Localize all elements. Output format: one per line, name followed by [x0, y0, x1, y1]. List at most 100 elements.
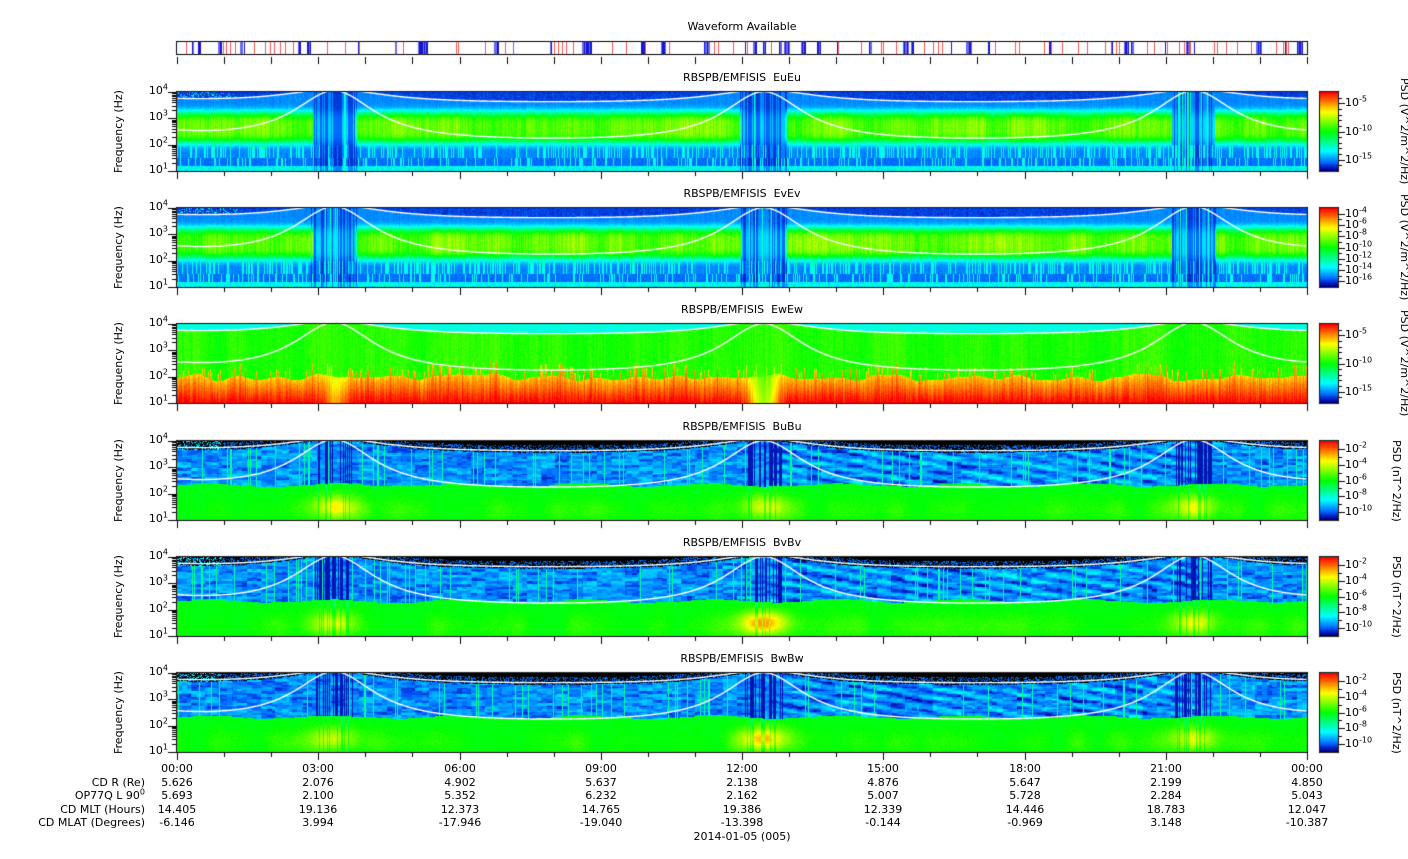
colorbar-tick-label-EvEv-6: 10-16: [1345, 272, 1373, 287]
colorbar-tick-label-BwBw-3: 10-8: [1345, 719, 1367, 734]
colorbar-tick-label-BvBv-4: 10-10: [1345, 619, 1373, 634]
colorbar-tick-label-EuEu-0: 10-5: [1345, 94, 1367, 109]
colorbar-tick-label-BuBu-2: 10-6: [1345, 472, 1367, 487]
ephemeris-value-2-4: 19.386: [722, 803, 762, 816]
freq-tick-label-EvEv-10e1: 101: [148, 277, 168, 292]
colorbar-axis-label-EuEu: PSD (V^2/m^2/Hz): [1398, 78, 1408, 185]
panel-title-BuBu: RBSPB/EMFISIS BuBu: [682, 420, 802, 433]
colorbar-tick-label-EuEu-1: 10-10: [1345, 123, 1373, 138]
colorbar-tick-label-EwEw-1: 10-10: [1345, 355, 1373, 370]
ephemeris-value-3-8: -10.387: [1285, 816, 1329, 829]
freq-tick-label-BvBv-10e4: 104: [148, 547, 168, 562]
time-tick-label-6: 18:00: [1009, 762, 1041, 775]
freq-tick-label-EuEu-10e4: 104: [148, 82, 168, 97]
colorbar-tick-label-BvBv-3: 10-8: [1345, 603, 1367, 618]
colorbar-axis-label-BuBu: PSD (nT^2/Hz): [1390, 439, 1403, 522]
frequency-axis-label-BvBv: Frequency (Hz): [112, 555, 125, 639]
colorbar-tick-label-BwBw-0: 10-2: [1345, 672, 1367, 687]
colorbar-tick-label-EwEw-2: 10-15: [1345, 383, 1373, 398]
ephemeris-value-1-4: 2.162: [726, 789, 758, 802]
freq-tick-label-BwBw-10e4: 104: [148, 663, 168, 678]
frequency-axis-label-EuEu: Frequency (Hz): [112, 90, 125, 174]
spectrogram-BvBv: [177, 557, 1307, 636]
colorbar-tick-label-BwBw-4: 10-10: [1345, 735, 1373, 750]
waveform-availability-strip: [177, 42, 1307, 54]
frequency-axis-label-EwEw: Frequency (Hz): [112, 322, 125, 406]
freq-tick-label-BuBu-10e4: 104: [148, 431, 168, 446]
panel-title-EwEw: RBSPB/EMFISIS EwEw: [681, 303, 803, 316]
freq-tick-label-BwBw-10e3: 103: [148, 689, 168, 704]
freq-tick-label-EwEw-10e2: 102: [148, 367, 168, 382]
freq-tick-label-EwEw-10e3: 103: [148, 340, 168, 355]
ephemeris-value-0-2: 4.902: [444, 776, 476, 789]
frequency-axis-label-BuBu: Frequency (Hz): [112, 439, 125, 523]
ephemeris-value-2-7: 18.783: [1146, 803, 1186, 816]
time-tick-label-3: 09:00: [585, 762, 617, 775]
colorbar-axis-label-EwEw: PSD (V^2/m^2/Hz): [1398, 310, 1408, 417]
ephemeris-value-0-7: 2.199: [1150, 776, 1182, 789]
ephemeris-value-0-0: 5.626: [161, 776, 193, 789]
colorbar-axis-label-BwBw: PSD (nT^2/Hz): [1390, 671, 1403, 754]
freq-tick-label-BvBv-10e2: 102: [148, 600, 168, 615]
freq-tick-label-BvBv-10e1: 101: [148, 626, 168, 641]
ephemeris-value-1-5: 5.007: [867, 789, 899, 802]
ephemeris-value-0-6: 5.647: [1009, 776, 1041, 789]
colorbar-tick-label-BvBv-1: 10-4: [1345, 572, 1367, 587]
freq-tick-label-EvEv-10e2: 102: [148, 251, 168, 266]
colorbar-BwBw: [1320, 673, 1338, 752]
frequency-axis-label-BwBw: Frequency (Hz): [112, 671, 125, 755]
frequency-axis-label-EvEv: Frequency (Hz): [112, 206, 125, 290]
freq-tick-label-BuBu-10e2: 102: [148, 484, 168, 499]
ephemeris-row-label-3: CD MLAT (Degrees): [38, 816, 145, 829]
panel-title-BvBv: RBSPB/EMFISIS BvBv: [682, 536, 802, 549]
colorbar-tick-label-BuBu-1: 10-4: [1345, 456, 1367, 471]
ephemeris-row-label-2: CD MLT (Hours): [60, 803, 145, 816]
ephemeris-value-0-5: 4.876: [867, 776, 899, 789]
date-label: 2014-01-05 (005): [693, 830, 791, 843]
ephemeris-value-2-2: 12.373: [440, 803, 480, 816]
spectrogram-EuEu: [177, 92, 1307, 171]
panel-title-EvEv: RBSPB/EMFISIS EvEv: [683, 187, 801, 200]
panel-title-EuEu: RBSPB/EMFISIS EuEu: [683, 71, 801, 84]
colorbar-axis-label-EvEv: PSD (V^2/m^2/Hz): [1398, 194, 1408, 301]
ephemeris-value-0-1: 2.076: [302, 776, 334, 789]
ephemeris-value-1-6: 5.728: [1009, 789, 1041, 802]
ephemeris-value-2-5: 12.339: [863, 803, 903, 816]
ephemeris-value-3-3: -19.040: [579, 816, 623, 829]
ephemeris-value-1-1: 2.100: [302, 789, 334, 802]
ephemeris-value-3-5: -0.144: [865, 816, 901, 829]
colorbar-BuBu: [1320, 441, 1338, 520]
time-tick-label-7: 21:00: [1150, 762, 1182, 775]
ephemeris-row-label-1: OP77Q L 900: [74, 787, 145, 802]
colorbar-axis-label-BvBv: PSD (nT^2/Hz): [1390, 555, 1403, 638]
colorbar-tick-label-EwEw-0: 10-5: [1345, 326, 1367, 341]
time-tick-label-5: 15:00: [867, 762, 899, 775]
time-tick-label-2: 06:00: [444, 762, 476, 775]
colorbar-tick-label-BwBw-1: 10-4: [1345, 688, 1367, 703]
ephemeris-value-0-4: 2.138: [726, 776, 758, 789]
colorbar-tick-label-BwBw-2: 10-6: [1345, 704, 1367, 719]
ephemeris-value-1-8: 5.043: [1291, 789, 1323, 802]
ephemeris-value-1-3: 6.232: [585, 789, 617, 802]
colorbar-tick-label-EuEu-2: 10-15: [1345, 151, 1373, 166]
ephemeris-value-2-0: 14.405: [157, 803, 197, 816]
freq-tick-label-EwEw-10e4: 104: [148, 314, 168, 329]
freq-tick-label-EvEv-10e3: 103: [148, 224, 168, 239]
freq-tick-label-BuBu-10e1: 101: [148, 510, 168, 525]
ephemeris-value-1-2: 5.352: [444, 789, 476, 802]
ephemeris-value-0-3: 5.637: [585, 776, 617, 789]
spectrogram-EwEw: [177, 324, 1307, 403]
freq-tick-label-EuEu-10e2: 102: [148, 135, 168, 150]
colorbar-tick-label-BuBu-3: 10-8: [1345, 487, 1367, 502]
ephemeris-value-0-8: 4.850: [1291, 776, 1323, 789]
colorbar-tick-label-BvBv-2: 10-6: [1345, 588, 1367, 603]
colorbar-EuEu: [1320, 92, 1338, 171]
colorbar-BvBv: [1320, 557, 1338, 636]
ephemeris-value-2-8: 12.047: [1287, 803, 1327, 816]
ephemeris-value-2-3: 14.765: [581, 803, 621, 816]
time-tick-label-8: 00:00: [1291, 762, 1323, 775]
ephemeris-value-3-4: -13.398: [720, 816, 764, 829]
spectrogram-EvEv: [177, 208, 1307, 287]
panel-title-BwBw: RBSPB/EMFISIS BwBw: [680, 652, 804, 665]
